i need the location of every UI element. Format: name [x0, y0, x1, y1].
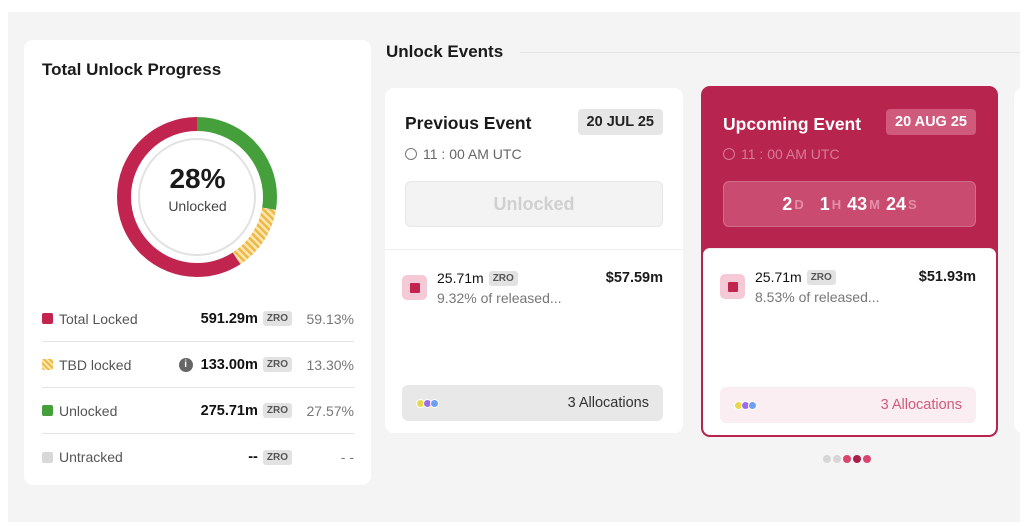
countdown-days: 2 — [782, 193, 793, 214]
hours-unit: H — [831, 196, 842, 212]
divider — [520, 52, 1020, 53]
legend-label: Untracked — [59, 449, 123, 465]
token-tag: ZRO — [806, 269, 836, 285]
token-icon — [720, 274, 745, 299]
countdown-hours: 1 — [819, 193, 830, 214]
pagination-dot[interactable] — [843, 455, 851, 463]
token-amount: 25.71m — [437, 270, 484, 286]
legend-percent: 13.30% — [306, 356, 354, 373]
allocations-label: 3 Allocations — [880, 397, 962, 413]
legend-amount: 275.71m — [200, 402, 258, 419]
token-tag: ZRO — [262, 357, 292, 372]
info-icon[interactable]: i — [178, 357, 193, 372]
legend-row: Untracked -- ZRO - - — [42, 434, 354, 480]
unlocked-label: Unlocked — [168, 198, 227, 214]
donut-segment-total-locked[interactable] — [117, 117, 277, 277]
upcoming-event-card[interactable]: Upcoming Event 20 AUG 25 11 : 00 AM UTC … — [701, 86, 998, 437]
unlocked-status: Unlocked — [405, 181, 663, 227]
legend-amount: 591.29m — [200, 310, 258, 327]
token-tag: ZRO — [262, 311, 292, 326]
allocations-button[interactable]: 3 Allocations — [402, 385, 663, 421]
countdown-minutes: 43 — [847, 193, 868, 214]
countdown-seconds: 24 — [885, 193, 907, 214]
legend-swatch — [42, 405, 53, 416]
token-icon — [402, 275, 427, 300]
legend-label: TBD locked — [59, 356, 132, 373]
unlock-donut-chart — [117, 117, 277, 277]
allocation-dots-icon — [734, 400, 757, 410]
section-title: Unlock Events — [386, 42, 504, 61]
event-time: 11 : 00 AM UTC — [405, 146, 522, 162]
legend-row: Unlocked 275.71m ZRO 27.57% — [42, 388, 354, 434]
pagination-dot[interactable] — [823, 455, 831, 463]
card-title: Total Unlock Progress — [42, 60, 222, 79]
allocations-button[interactable]: 3 Allocations — [720, 387, 976, 423]
event-date-badge: 20 JUL 25 — [577, 109, 663, 135]
event-date-badge: 20 AUG 25 — [886, 109, 976, 135]
legend-percent: 59.13% — [306, 310, 354, 327]
days-unit: D — [794, 196, 804, 212]
legend-swatch — [42, 313, 53, 324]
released-text: 8.53% of released... — [755, 289, 880, 305]
legend-row: TBD locked i 133.00m ZRO 13.30% — [42, 342, 354, 388]
token-tag: ZRO — [488, 270, 518, 286]
previous-event-card[interactable]: Previous Event 20 JUL 25 11 : 00 AM UTC … — [385, 88, 683, 433]
legend-label: Total Locked — [59, 310, 138, 327]
legend-swatch — [42, 451, 53, 463]
usd-value: $51.93m — [918, 269, 976, 285]
event-title: Previous Event — [405, 113, 532, 133]
carousel-pagination — [823, 455, 871, 463]
unlocked-percent: 28% — [169, 163, 226, 194]
pagination-dot[interactable] — [863, 455, 871, 463]
legend-swatch — [42, 359, 53, 370]
legend-amount: 133.00m — [200, 356, 258, 373]
legend-percent: 27.57% — [306, 402, 354, 419]
time-text: 11 : 00 AM UTC — [741, 146, 840, 162]
allocation-dots-icon — [416, 398, 439, 408]
token-tag: ZRO — [262, 403, 292, 418]
time-text: 11 : 00 AM UTC — [423, 146, 522, 162]
minutes-unit: M — [869, 196, 880, 212]
legend-percent: - - — [340, 449, 354, 465]
allocations-label: 3 Allocations — [567, 395, 649, 411]
seconds-unit: S — [908, 196, 917, 212]
inner-ring — [138, 138, 256, 256]
legend-row: Total Locked 591.29m ZRO 59.13% — [42, 296, 354, 342]
event-time: 11 : 00 AM UTC — [723, 146, 840, 162]
token-tag: ZRO — [262, 449, 292, 465]
clock-icon — [405, 148, 417, 160]
token-amount: 25.71m — [755, 269, 802, 285]
usd-value: $57.59m — [605, 270, 663, 286]
clock-icon — [723, 148, 735, 160]
event-title: Upcoming Event — [723, 114, 862, 134]
legend-label: Unlocked — [59, 402, 118, 419]
released-text: 9.32% of released... — [437, 290, 562, 306]
pagination-dot[interactable] — [853, 455, 861, 463]
legend-amount: -- — [248, 449, 258, 465]
next-event-card-peek[interactable] — [1014, 88, 1024, 433]
unlock-progress-card: Total Unlock Progress 28% Unlocked Total… — [24, 40, 371, 485]
pagination-dot[interactable] — [833, 455, 841, 463]
